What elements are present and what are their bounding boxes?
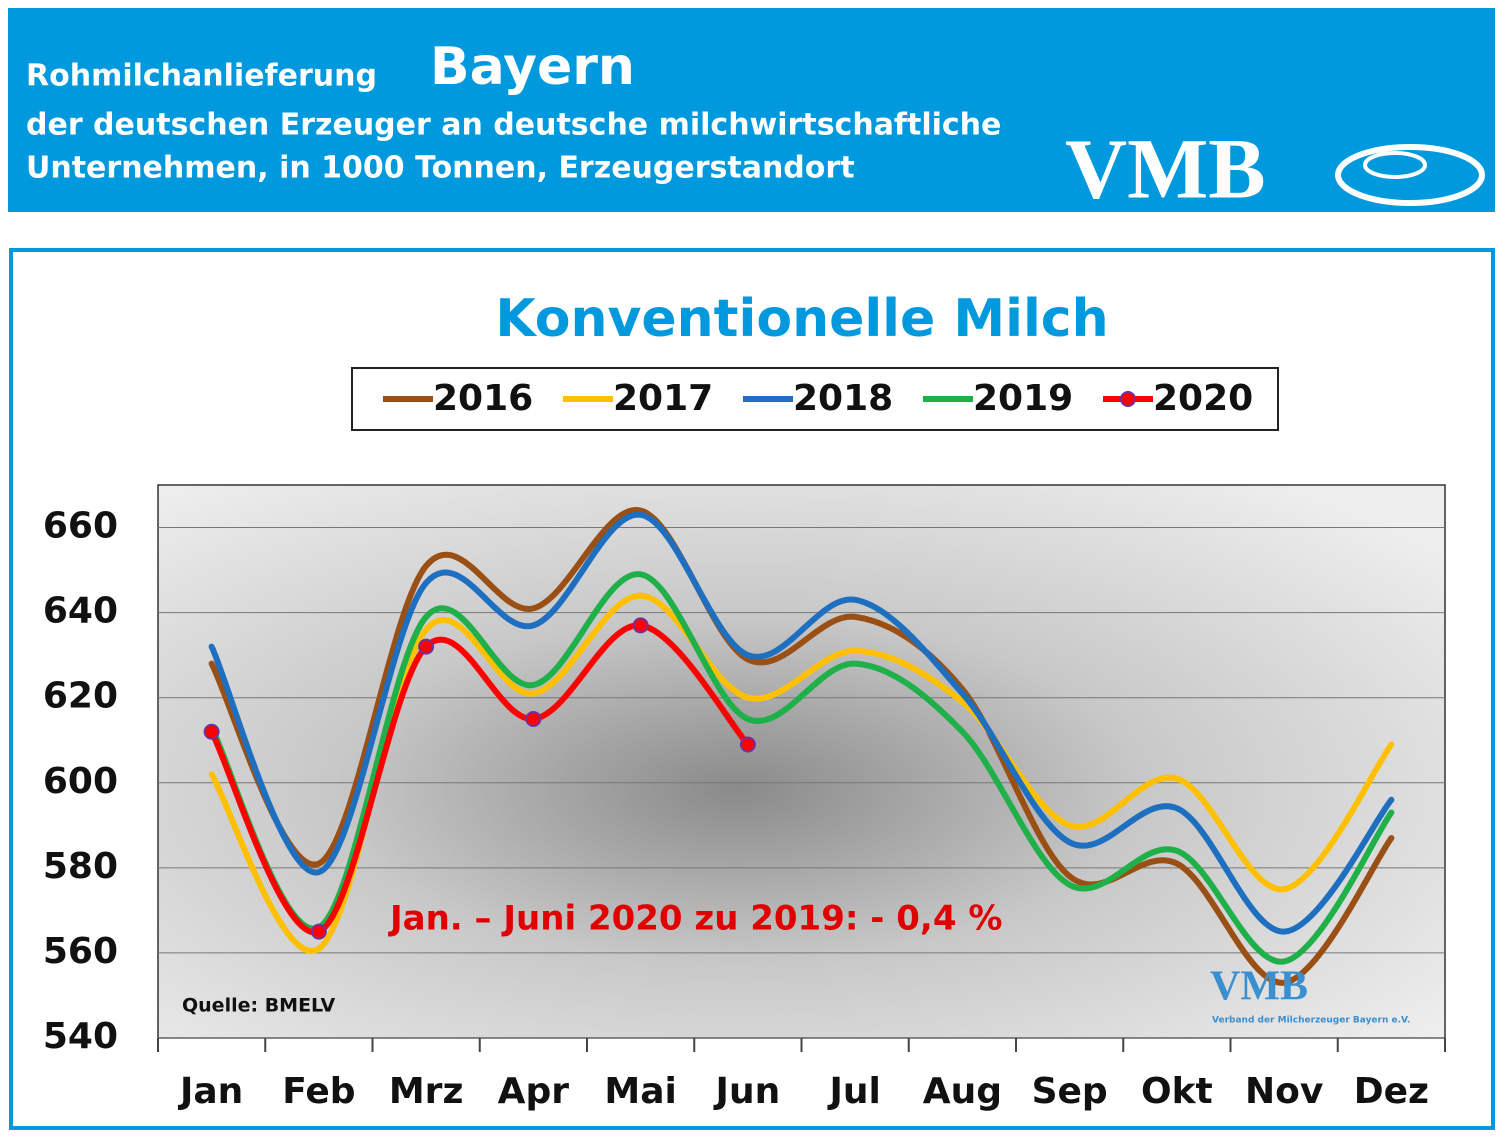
legend-label: 2017 [613,378,713,419]
x-tick-label: Mai [604,1071,676,1112]
header-line: der deutschen Erzeuger an deutsche milch… [26,108,1001,143]
series-line [208,511,1395,935]
logo: VMB [1065,121,1266,217]
legend-label: 2019 [973,378,1073,419]
y-tick-label: 660 [43,506,118,547]
watermark-sub: Verband der Milcherzeuger Bayern e.V. [1212,1016,1410,1026]
series-line [208,571,1395,965]
x-tick-label: Jan [177,1071,243,1112]
x-tick-label: Okt [1141,1071,1213,1112]
marker [418,638,435,655]
y-tick-label: 560 [43,931,118,972]
y-tick-label: 620 [43,676,118,717]
marker [203,723,220,740]
plot-area [157,484,1446,1039]
marker [525,710,542,727]
legend-label: 2020 [1153,378,1253,419]
header-bar [8,8,1495,212]
y-tick-label: 600 [43,761,118,802]
marker [310,923,327,940]
y-tick-label: 640 [43,591,118,632]
legend-label: 2018 [793,378,893,419]
x-tick-label: Nov [1245,1071,1323,1112]
marker [739,736,756,753]
annotation: Jan. – Juni 2020 zu 2019: - 0,4 % [388,899,1002,939]
series-line [208,507,1395,986]
y-tick-label: 540 [43,1016,118,1057]
watermark: VMB [1210,964,1308,1010]
x-tick-label: Aug [923,1071,1002,1112]
header-line: Rohmilchanlieferung [26,59,377,94]
chart-title: Konventionelle Milch [495,289,1108,349]
x-tick-label: Mrz [389,1071,464,1112]
x-tick-label: Feb [282,1071,355,1112]
source: Quelle: BMELV [182,995,336,1017]
x-tick-label: Apr [498,1071,570,1112]
logo-swirl [1363,151,1427,179]
header-line: Unternehmen, in 1000 Tonnen, Erzeugersta… [26,151,855,186]
legend-label: 2016 [433,378,533,419]
y-tick-label: 580 [43,846,118,887]
x-tick-label: Sep [1032,1071,1108,1112]
legend-marker [1120,391,1136,407]
header-highlight: Bayern [430,37,635,97]
x-tick-label: Dez [1354,1071,1429,1112]
x-tick-label: Jul [826,1071,880,1112]
logo-swirl [1335,144,1485,206]
x-tick-label: Jun [713,1071,781,1112]
marker [632,617,649,634]
